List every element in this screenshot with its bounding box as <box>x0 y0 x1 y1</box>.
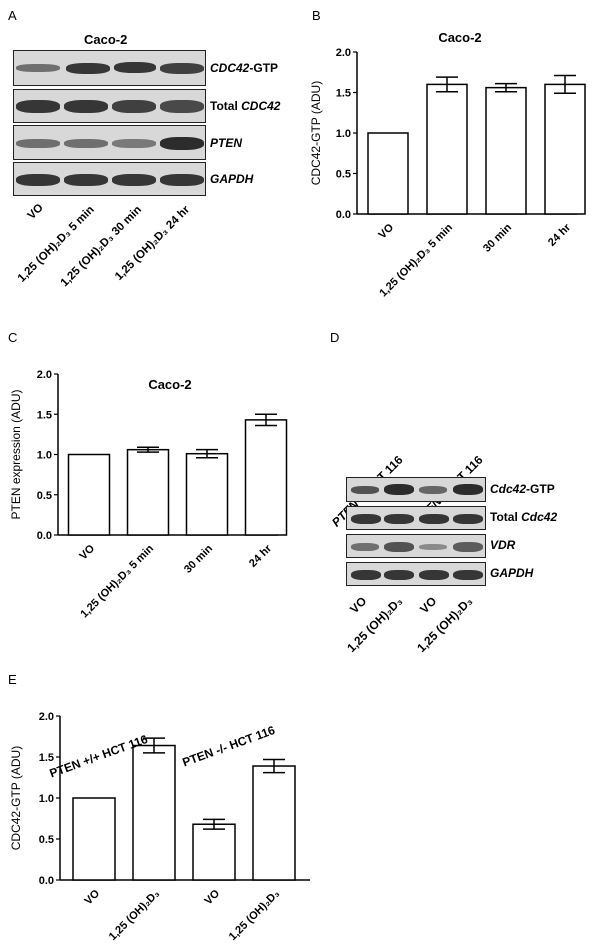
label-pten: PTEN <box>210 136 243 150</box>
label-d-total-cdc42: Total Cdc42 <box>490 510 558 524</box>
panel-letter-c: C <box>8 330 18 345</box>
blot-pten <box>13 125 206 160</box>
chart-c-ytick-label-3: 1.5 <box>37 409 52 421</box>
chart-b-ytick-label-2: 1.0 <box>336 128 351 140</box>
chart-c-ytick-label-0: 0.0 <box>37 530 52 542</box>
chart-b-bar-0 <box>367 132 409 215</box>
chart-c-ylabel: PTEN expression (ADU) <box>9 389 23 519</box>
chart-e-ytick-label-1: 0.5 <box>39 834 54 846</box>
chart-b-xlabel-3: 24 hr <box>546 221 574 249</box>
panel-d: D PTEN+/+ HCT 116 PTEN-/- HCT 116 Cdc42-… <box>320 330 600 660</box>
panel-a-title: Caco-2 <box>84 32 128 47</box>
chart-e-group-label-1: PTEN -/- HCT 116 <box>180 723 277 770</box>
chart-c-xlabel-0: VO <box>77 542 97 562</box>
lane-label-vo: VO <box>26 201 47 222</box>
label-d-gapdh: GAPDH <box>490 566 534 580</box>
chart-c: Caco-2 0.0 0.5 1.0 1.5 2.0 PTEN expression (AD… <box>9 369 288 620</box>
blot-d-cdc42-gtp <box>346 477 486 502</box>
chart-e-xlabel-1: 1,25 (OH)₂D₃ <box>107 888 162 943</box>
chart-e-ytick-label-4: 2.0 <box>39 711 54 723</box>
chart-b-ytick-label-0: 0.0 <box>336 209 351 221</box>
chart-b-bar-2 <box>485 86 527 215</box>
chart-b-title: Caco-2 <box>438 30 481 45</box>
chart-b-ytick-label-1: 0.5 <box>336 169 351 181</box>
chart-e-ytick-label-0: 0.0 <box>39 875 54 887</box>
chart-e-ytick-label-3: 1.5 <box>39 752 54 764</box>
chart-c-ytick-label-4: 2.0 <box>37 369 52 381</box>
panel-letter-d: D <box>330 330 340 345</box>
chart-b-ytick-label-3: 1.5 <box>336 88 351 100</box>
chart-c-ytick-label-2: 1.0 <box>37 450 52 462</box>
panel-letter-b: B <box>312 8 321 23</box>
chart-b-bar-1 <box>426 83 468 215</box>
chart-c-xlabel-2: 30 min <box>182 542 215 575</box>
chart-c-xlabel-3: 24 hr <box>247 542 275 570</box>
chart-b-bar-3 <box>544 83 586 215</box>
blot-gapdh <box>13 162 206 196</box>
blot-d-total-cdc42 <box>346 506 486 530</box>
chart-e-ylabel: CDC42-GTP (ADU) <box>9 746 23 850</box>
chart-e-bar-1 <box>132 744 176 881</box>
chart-c-bar-3 <box>244 419 288 536</box>
chart-c-title: Caco-2 <box>148 377 191 392</box>
panel-letter-e: E <box>8 672 17 687</box>
chart-e-bar-2 <box>192 823 236 881</box>
chart-c-bar-0 <box>67 453 111 536</box>
chart-b-xlabel-2: 30 min <box>481 221 514 254</box>
blot-total-cdc42 <box>13 89 206 123</box>
chart-b-xlabel-0: VO <box>376 221 396 241</box>
chart-c-bar-1 <box>126 448 170 536</box>
chart-e-xlabel-2: VO <box>202 887 222 907</box>
panel-a: A Caco-2 CDC42-GTP Total CDC42 PTEN GAPD… <box>0 0 300 320</box>
panel-letter-a: A <box>8 8 17 23</box>
chart-b-ytick-label-4: 2.0 <box>336 47 351 59</box>
chart-e-xlabel-3: 1,25 (OH)₂D₃ <box>227 888 282 943</box>
lane-label-30min: 1,25 (OH)₂D₃ 30 min <box>58 203 145 290</box>
blot-d-gapdh <box>346 562 486 586</box>
chart-c-ytick-label-1: 0.5 <box>37 490 52 502</box>
lane-d-vo-2: VO <box>416 594 439 617</box>
chart-b-ylabel: CDC42-GTP (ADU) <box>309 81 323 185</box>
label-cdc42-gtp: CDC42-GTP <box>210 61 279 75</box>
label-d-cdc42-gtp: Cdc42-GTP <box>490 482 555 496</box>
chart-c-bar-2 <box>185 452 229 536</box>
chart-e-xlabel-0: VO <box>82 887 102 907</box>
chart-e-ytick-label-2: 1.0 <box>39 793 54 805</box>
label-gapdh: GAPDH <box>210 172 254 186</box>
blot-d-vdr <box>346 534 486 558</box>
label-total-cdc42: Total CDC42 <box>210 99 281 113</box>
blot-cdc42-gtp <box>13 50 206 86</box>
lane-d-vo-1: VO <box>346 594 369 617</box>
label-d-vdr: VDR <box>490 538 516 552</box>
chart-e-bar-0 <box>72 797 116 881</box>
chart-e-bar-3 <box>252 765 296 881</box>
